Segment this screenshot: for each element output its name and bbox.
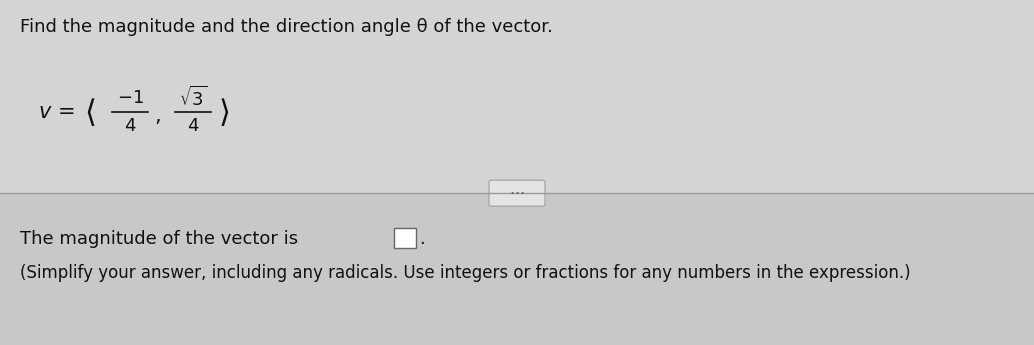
Text: ,: , [155,106,161,126]
FancyBboxPatch shape [394,228,416,248]
Text: $\langle$: $\langle$ [85,96,96,128]
Text: $\sqrt{3}$: $\sqrt{3}$ [179,86,207,110]
Text: (Simplify your answer, including any radicals. Use integers or fractions for any: (Simplify your answer, including any rad… [20,264,911,282]
Text: The magnitude of the vector is: The magnitude of the vector is [20,230,298,248]
Text: $4$: $4$ [187,117,200,135]
Text: $4$: $4$ [124,117,136,135]
FancyBboxPatch shape [489,180,545,206]
Text: Find the magnitude and the direction angle θ of the vector.: Find the magnitude and the direction ang… [20,18,553,36]
Text: $v\,=$: $v\,=$ [38,102,75,122]
Bar [0,0,1034,193]
Text: $-1$: $-1$ [117,89,144,107]
Text: $\rangle$: $\rangle$ [218,96,230,128]
Bar [0,193,1034,345]
Text: ⋯: ⋯ [510,186,524,201]
Text: .: . [419,230,425,248]
